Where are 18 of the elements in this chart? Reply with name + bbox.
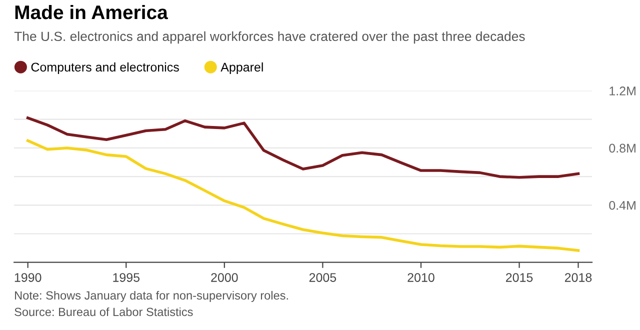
x-tick-label: 1990	[14, 273, 42, 282]
x-tick-label: 2018	[564, 273, 592, 282]
legend-label: Computers and electronics	[31, 62, 179, 74]
y-tick-label: 0.8M	[609, 144, 636, 153]
legend-label: Apparel	[220, 62, 263, 74]
line-series	[26, 139, 580, 252]
source-note: Source: Bureau of Labor Statistics	[14, 307, 193, 316]
x-tick-label: 2000	[211, 273, 238, 282]
chart-title: Made in America	[15, 4, 168, 20]
text: Note: Shows January data for non-supervisory roles.	[15, 290, 288, 302]
x-tick-label: 2010	[408, 273, 434, 282]
x-tick-label: 2005	[309, 273, 336, 282]
x-tick-label: 1995	[113, 273, 140, 282]
line-series	[26, 116, 580, 179]
x-tick-label: 2015	[506, 273, 533, 282]
chart-subtitle: The U.S. electronics and apparel workforces have cratered over the past three decades	[14, 31, 525, 44]
y-tick-label: 1.2M	[610, 86, 636, 96]
y-tick-label: 0.4M	[609, 200, 636, 210]
